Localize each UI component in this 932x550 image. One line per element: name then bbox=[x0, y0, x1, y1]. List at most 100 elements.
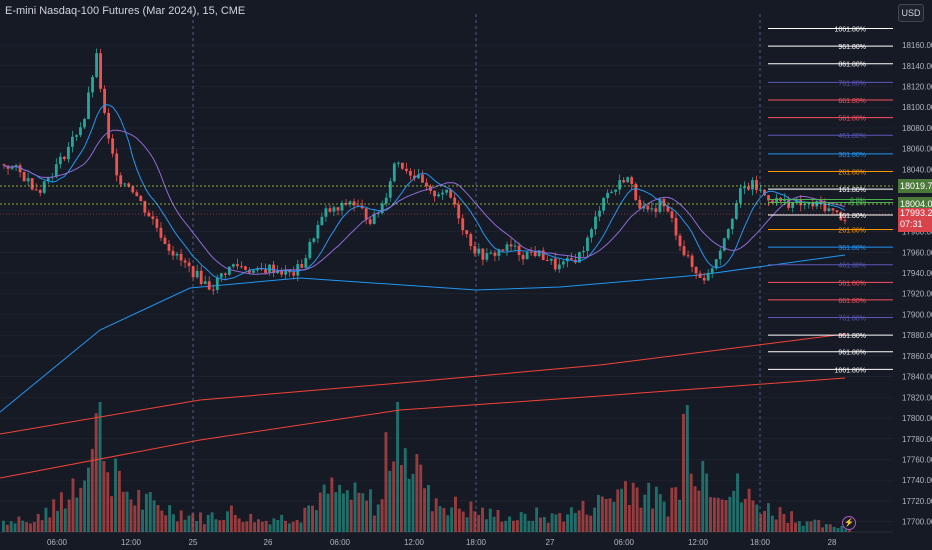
candle-body bbox=[320, 216, 324, 226]
volume-bar bbox=[705, 473, 709, 532]
candle-body bbox=[650, 208, 654, 210]
candle-body bbox=[79, 127, 82, 136]
volume-bar bbox=[461, 511, 465, 532]
volume-bar bbox=[284, 520, 287, 532]
volume-bar bbox=[307, 505, 311, 532]
candle-body bbox=[823, 203, 827, 212]
candle-body bbox=[787, 199, 791, 208]
volume-bar bbox=[237, 518, 241, 532]
volume-bar bbox=[639, 507, 643, 532]
price-tick-label: 18060.00 bbox=[902, 145, 932, 154]
volume-bar bbox=[322, 484, 326, 532]
price-tick-label: 18080.00 bbox=[902, 124, 932, 133]
volume-bar bbox=[206, 514, 210, 532]
candle-body bbox=[747, 186, 750, 190]
volume-bar bbox=[141, 509, 144, 532]
time-tick-label: 06:00 bbox=[47, 538, 68, 547]
candle-body bbox=[312, 238, 316, 242]
chart-title: E-mini Nasdaq-100 Futures (Mar 2024), 15… bbox=[5, 5, 246, 17]
candle-body bbox=[505, 244, 509, 251]
volume-bar bbox=[326, 493, 330, 532]
fib-level-label: 661.80% bbox=[838, 298, 866, 305]
volume-bar bbox=[183, 519, 187, 532]
volume-bar bbox=[566, 514, 569, 532]
volume-bar bbox=[172, 514, 175, 532]
volume-bar bbox=[604, 499, 608, 532]
volume-bar bbox=[210, 512, 214, 532]
candle-body bbox=[300, 264, 304, 268]
volume-bar bbox=[817, 519, 821, 532]
volume-bar bbox=[658, 494, 662, 532]
volume-bar bbox=[446, 515, 450, 532]
volume-bar bbox=[716, 497, 720, 532]
volume-bar bbox=[651, 508, 654, 532]
candle-body bbox=[380, 203, 384, 214]
candle-body bbox=[392, 163, 396, 182]
lightning-icon[interactable]: ⚡ bbox=[842, 516, 856, 530]
volume-bar bbox=[17, 516, 21, 532]
candle-body bbox=[400, 162, 404, 169]
candle-body bbox=[276, 270, 280, 274]
last-price: 17993.25 bbox=[900, 208, 932, 218]
candle-body bbox=[384, 197, 388, 204]
volume-bar bbox=[164, 515, 168, 532]
volume-bar bbox=[674, 487, 678, 532]
volume-bar bbox=[620, 488, 624, 532]
volume-bar bbox=[403, 448, 407, 532]
volume-bar bbox=[682, 413, 685, 532]
candle-body bbox=[541, 250, 545, 261]
candle-body bbox=[618, 180, 622, 190]
volume-bar bbox=[287, 523, 291, 532]
candle-body bbox=[223, 273, 227, 275]
candle-body bbox=[634, 183, 638, 200]
volume-bar bbox=[627, 504, 631, 532]
volume-bar bbox=[535, 507, 539, 532]
candle-body bbox=[123, 183, 127, 185]
volume-bar bbox=[90, 448, 94, 532]
volume-bar bbox=[469, 501, 473, 532]
currency-button[interactable]: USD bbox=[898, 4, 924, 22]
candle-body bbox=[195, 270, 199, 278]
volume-bar bbox=[411, 473, 415, 532]
volume-bar bbox=[257, 519, 260, 532]
candle-body bbox=[107, 112, 111, 139]
volume-bar bbox=[32, 522, 36, 532]
candle-body bbox=[433, 190, 436, 197]
candle-body bbox=[127, 183, 131, 187]
candle-body bbox=[533, 251, 537, 257]
volume-bar bbox=[311, 505, 314, 532]
volume-bar bbox=[751, 500, 755, 532]
fib-level-label: 1061.80% bbox=[834, 27, 866, 34]
candle-body bbox=[449, 189, 453, 198]
candle-body bbox=[755, 180, 758, 190]
candle-body bbox=[759, 189, 762, 191]
volume-bar bbox=[365, 500, 369, 532]
volume-bar bbox=[693, 486, 697, 532]
candle-body bbox=[199, 270, 203, 284]
candle-body bbox=[771, 200, 774, 203]
volume-bar bbox=[805, 521, 809, 532]
candle-body bbox=[718, 250, 722, 260]
price-tick-label: 17900.00 bbox=[902, 310, 932, 319]
time-tick-label: 28 bbox=[828, 538, 837, 547]
volume-bar bbox=[840, 525, 844, 532]
volume-bar bbox=[222, 519, 226, 532]
price-tick-label: 17920.00 bbox=[902, 290, 932, 299]
candle-body bbox=[191, 266, 195, 278]
volume-bar bbox=[558, 513, 562, 532]
fib-level-label: 261.80% bbox=[838, 169, 866, 176]
candle-body bbox=[155, 218, 159, 228]
fib-level-label: 0.0% bbox=[850, 197, 866, 204]
candle-body bbox=[811, 202, 815, 207]
candle-body bbox=[722, 238, 726, 251]
candle-body bbox=[658, 198, 662, 212]
volume-bar bbox=[832, 526, 836, 532]
volume-bar bbox=[554, 514, 558, 532]
price-badge-upper: 18019.75 bbox=[898, 179, 932, 193]
price-tick-label: 17800.00 bbox=[902, 414, 932, 423]
volume-bar bbox=[121, 491, 125, 532]
candle-body bbox=[775, 197, 778, 203]
time-tick-label: 18:00 bbox=[750, 538, 771, 547]
candle-body bbox=[38, 190, 42, 193]
